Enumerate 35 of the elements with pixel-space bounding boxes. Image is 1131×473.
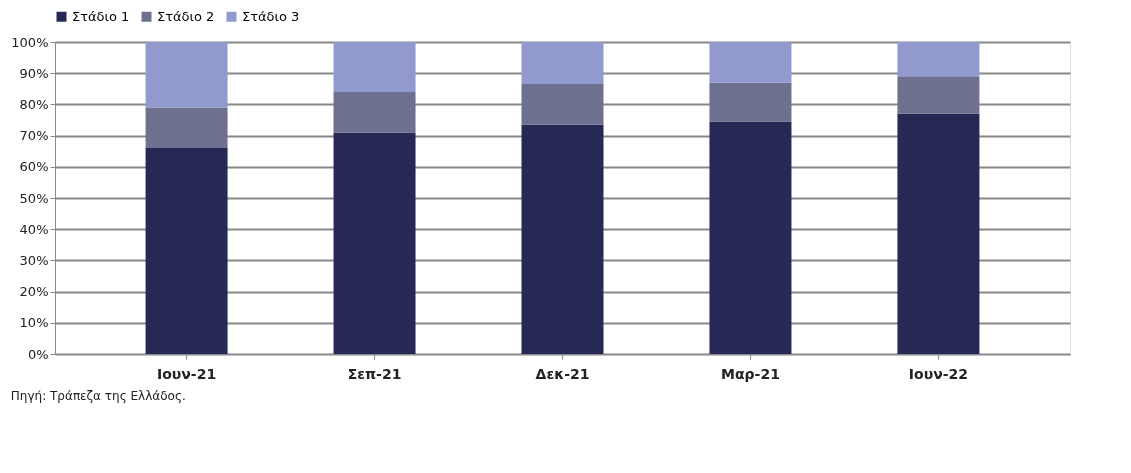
bar <box>709 121 792 354</box>
y-tick-label: 20% <box>19 284 49 300</box>
bar <box>145 42 228 108</box>
legend-label: Στάδιο 2 <box>157 8 215 24</box>
y-tick-label: 60% <box>19 159 49 175</box>
x-tick-label: Ιουν-22 <box>908 365 968 382</box>
bar <box>333 91 416 133</box>
x-tick-label: Μαρ-21 <box>721 365 780 382</box>
y-tick-label: 70% <box>19 128 49 144</box>
bar <box>521 42 604 85</box>
y-tick-label: 80% <box>19 96 49 112</box>
y-tick-label: 100% <box>11 34 49 50</box>
bar <box>897 42 980 77</box>
bar <box>521 124 604 354</box>
y-tick-label: 50% <box>19 190 49 206</box>
text: Πηγή: Τράπεζα της Ελλάδος. <box>10 389 186 403</box>
bar <box>145 148 228 354</box>
bar <box>333 42 416 92</box>
legend-label: Στάδιο 3 <box>242 8 300 24</box>
bar <box>709 42 792 83</box>
x-tick-label: Σεπ-21 <box>347 365 402 382</box>
y-tick-label: 30% <box>19 252 49 268</box>
bar <box>521 84 604 125</box>
bar <box>709 82 792 122</box>
y-tick-label: 90% <box>19 65 49 81</box>
y-tick-label: 0% <box>27 346 49 362</box>
x-tick-label: Δεκ-21 <box>535 365 590 382</box>
x-tick-label: Ιουν-21 <box>157 365 217 382</box>
bar <box>145 107 228 149</box>
bar <box>897 76 980 114</box>
y-tick-label: 10% <box>19 315 49 331</box>
legend-label: Στάδιο 1 <box>72 8 130 24</box>
bar <box>897 113 980 354</box>
bar <box>333 132 416 354</box>
y-tick-label: 40% <box>19 221 49 237</box>
